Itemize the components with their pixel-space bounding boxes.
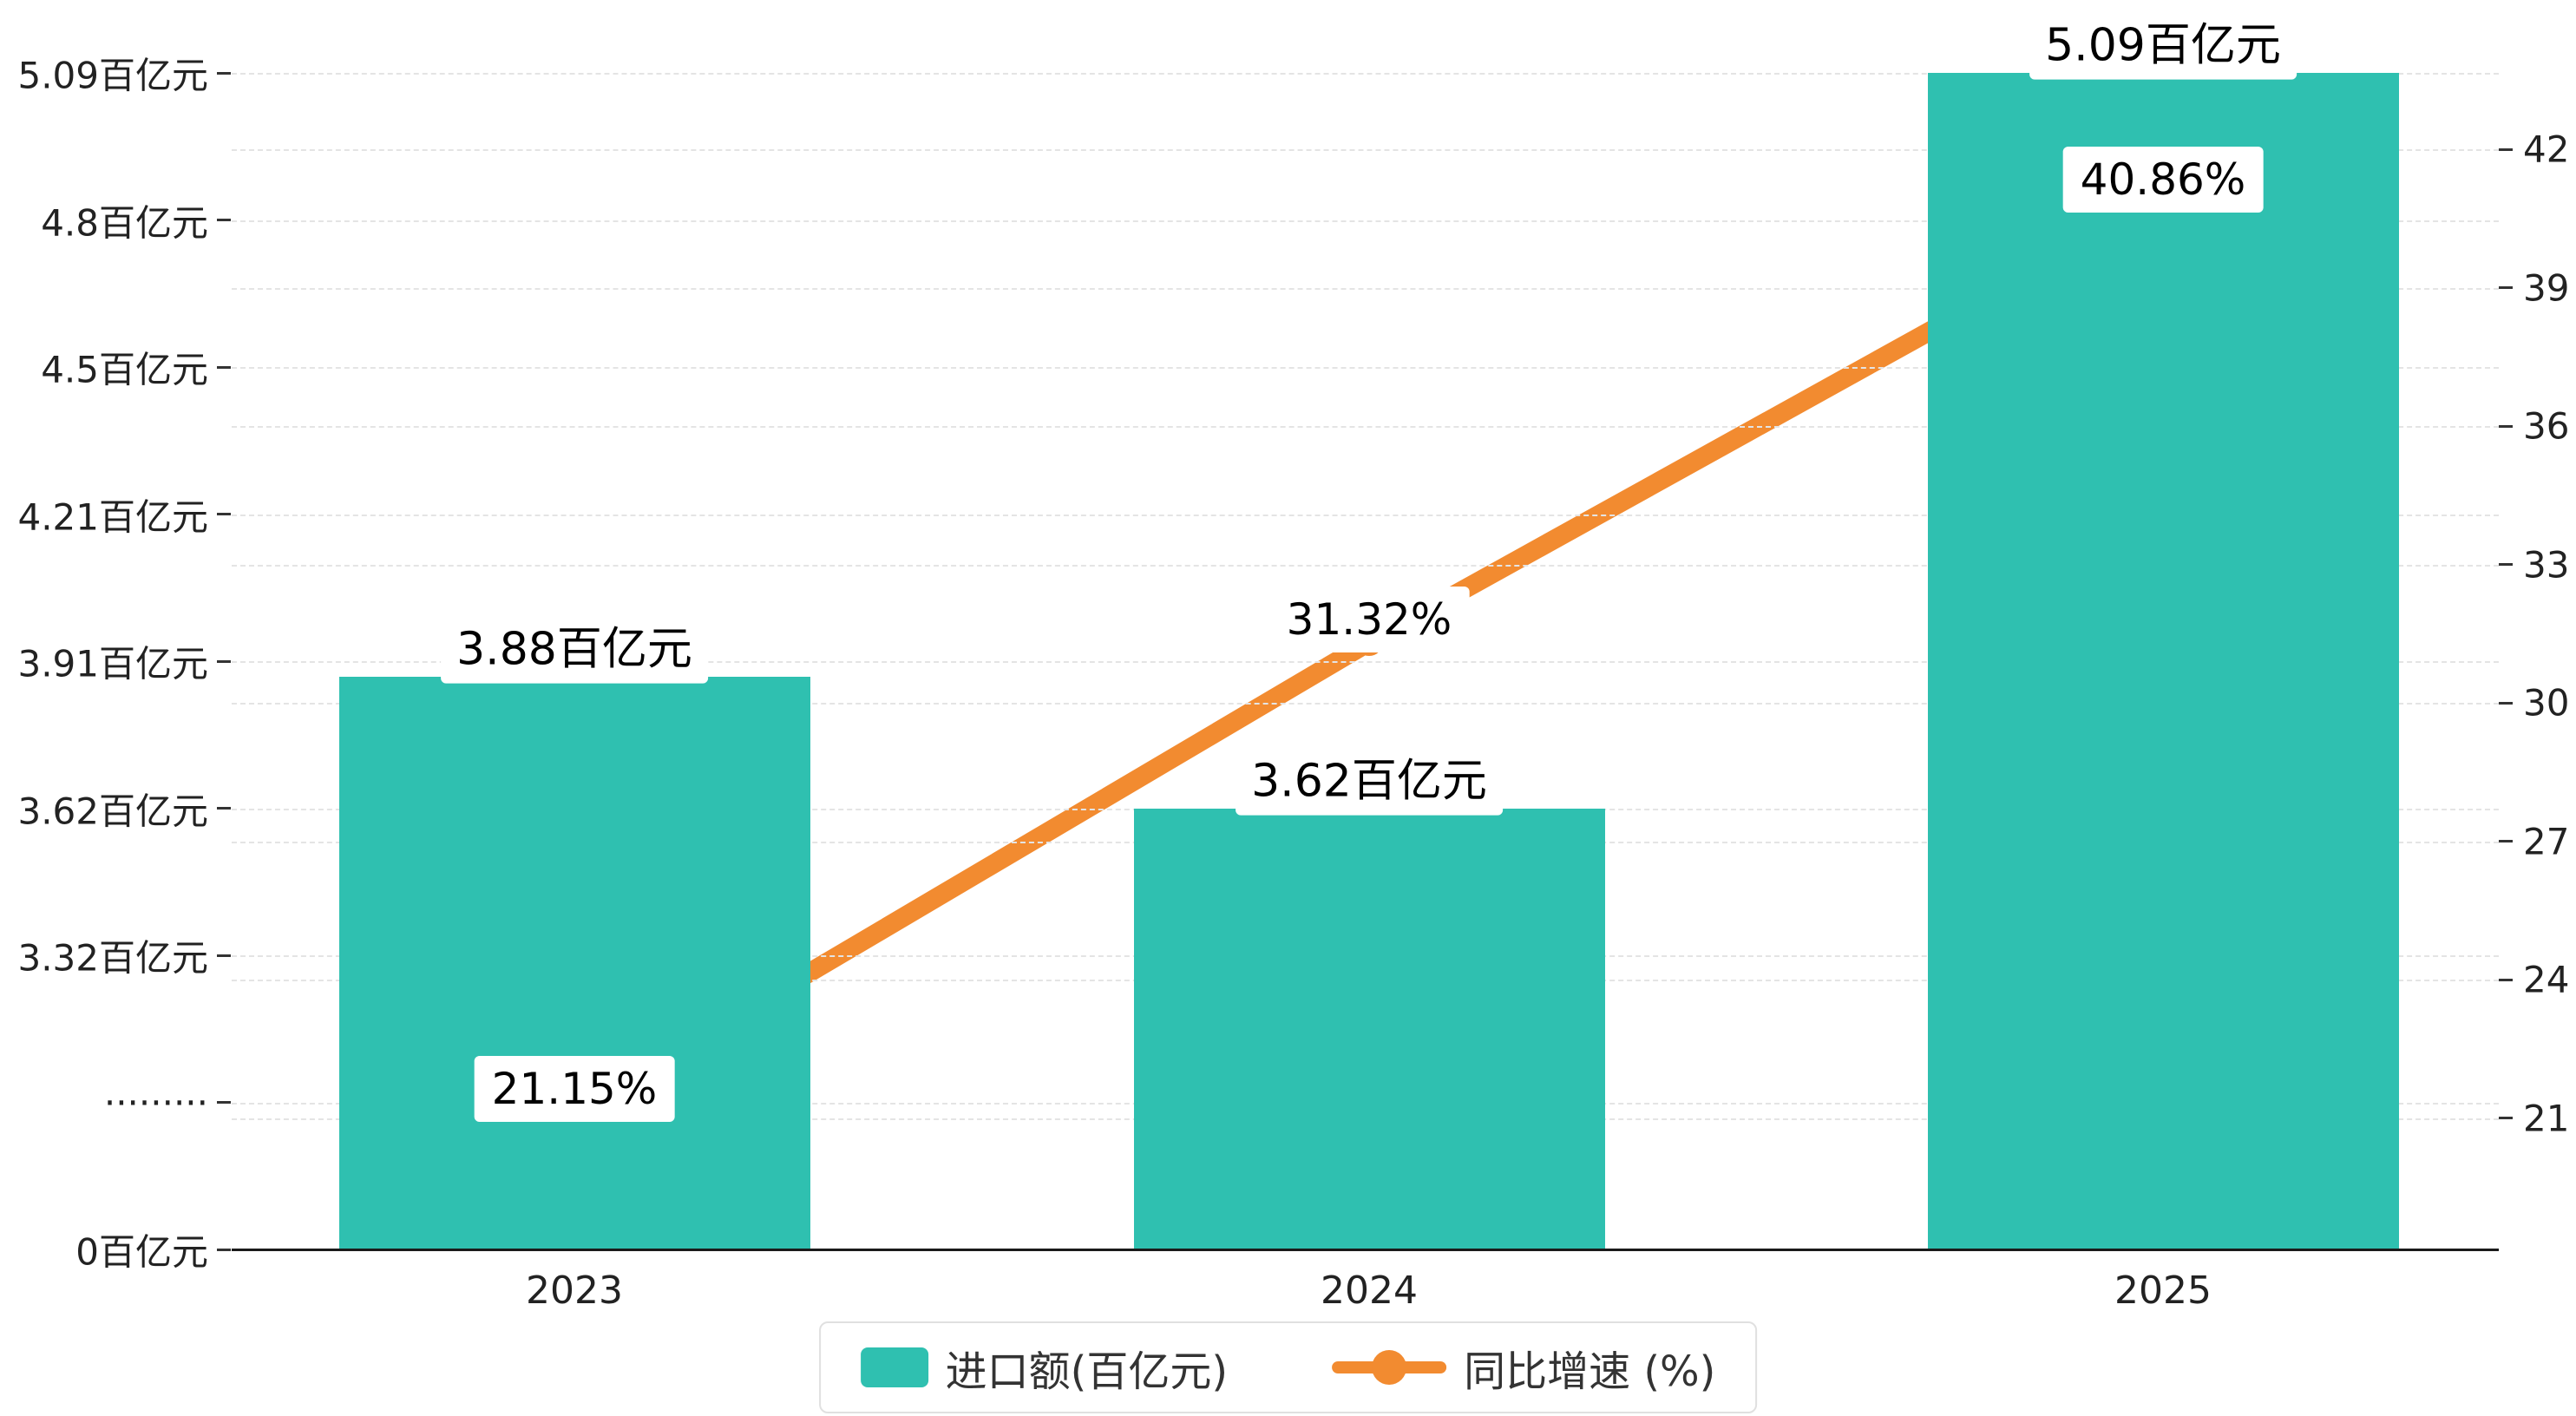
left-axis-label: 0百亿元 [75, 1230, 208, 1274]
line-marker-icon [1332, 1347, 1447, 1387]
gridline [232, 703, 2499, 705]
right-axis-tick [2499, 148, 2513, 151]
left-axis-tick [217, 71, 231, 75]
gridline [232, 426, 2499, 429]
right-axis-tick [2499, 840, 2513, 843]
x-axis-label-2023: 2023 [526, 1268, 623, 1313]
right-axis-label: 30 [2523, 681, 2570, 724]
right-axis-tick [2499, 701, 2513, 705]
left-axis-tick [217, 219, 231, 221]
right-axis-label: 21 [2523, 1097, 2570, 1140]
gridline [232, 149, 2499, 151]
left-axis-tick [217, 807, 231, 810]
bar-2023[interactable] [338, 676, 810, 1249]
left-axis-tick [217, 1101, 231, 1104]
right-axis-tick [2499, 1117, 2513, 1120]
left-axis-tick [217, 659, 231, 663]
left-axis-label: 4.21百亿元 [17, 495, 208, 538]
right-axis-label: 42 [2523, 128, 2570, 171]
legend-item-imports[interactable]: 进口额(百亿元) [860, 1337, 1229, 1398]
x-axis-label-2024: 2024 [1321, 1268, 1418, 1313]
right-axis-label: 27 [2523, 820, 2570, 863]
bar-value-label: 3.62百亿元 [1236, 747, 1503, 816]
right-axis-tick [2499, 563, 2513, 567]
gridline [232, 287, 2499, 290]
gridline [232, 564, 2499, 567]
right-axis-label: 39 [2523, 266, 2570, 310]
legend-label-imports: 进口额(百亿元) [945, 1347, 1229, 1396]
gridline [232, 514, 2499, 516]
bar-value-label: 3.88百亿元 [441, 615, 708, 684]
left-axis-label: 3.32百亿元 [17, 936, 208, 980]
legend-label-growth: 同比增速 (%) [1464, 1347, 1716, 1396]
growth-value-label: 40.86% [2062, 146, 2264, 213]
left-axis-tick [217, 513, 231, 515]
left-axis-tick [217, 1248, 231, 1251]
legend: 进口额(百亿元) 同比增速 (%) [818, 1321, 1758, 1413]
bar-swatch-icon [860, 1347, 928, 1387]
gridline [232, 367, 2499, 369]
bar-2025[interactable] [1927, 73, 2399, 1249]
left-axis-label: 4.8百亿元 [41, 201, 208, 244]
left-axis-label: 5.09百亿元 [17, 54, 208, 97]
right-axis-label: 33 [2523, 543, 2570, 587]
left-axis-tick [217, 954, 231, 957]
left-axis-tick [217, 365, 231, 369]
growth-value-label: 21.15% [474, 1055, 675, 1122]
bar-value-label: 5.09百亿元 [2029, 11, 2297, 80]
left-axis-label: 3.91百亿元 [17, 642, 208, 685]
right-axis-label: 24 [2523, 958, 2570, 1001]
growth-value-label: 31.32% [1268, 587, 1470, 653]
right-axis-tick [2499, 286, 2513, 290]
x-axis-label-2025: 2025 [2114, 1268, 2212, 1313]
gridline [232, 661, 2499, 663]
left-axis-label: ········· [103, 1081, 208, 1124]
gridline [232, 73, 2499, 75]
legend-item-growth[interactable]: 同比增速 (%) [1332, 1337, 1715, 1398]
right-axis-tick [2499, 978, 2513, 981]
right-axis-tick [2499, 424, 2513, 428]
left-axis-label: 3.62百亿元 [17, 790, 208, 832]
right-axis-label: 36 [2523, 404, 2570, 448]
bar-2024[interactable] [1133, 808, 1605, 1249]
gridline [232, 220, 2499, 222]
left-axis-label: 4.5百亿元 [41, 348, 208, 391]
x-axis-line [232, 1249, 2499, 1251]
